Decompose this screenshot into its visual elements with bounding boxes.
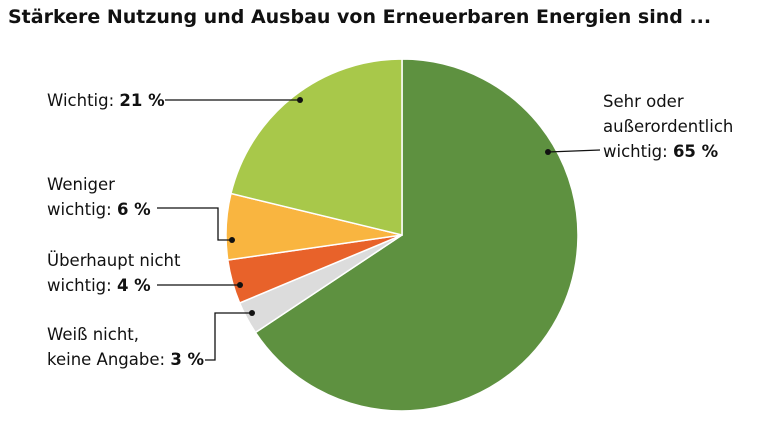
value-label: 21 % [119,91,165,110]
category-label: Sehr oder außerordentlich wichtig: [603,92,734,161]
value-label: 3 % [170,350,205,369]
pie-slice [254,58,579,412]
slice-label: Wichtig: 21 % [47,88,165,113]
leader-line [547,149,601,153]
leader-dot [249,310,255,316]
leader-dot [297,97,303,103]
slice-label: Überhaupt nicht wichtig: 4 % [47,248,180,298]
leader-line [205,312,252,361]
value-label: 4 % [116,276,151,295]
slice-label: Weiß nicht, keine Angabe: 3 % [47,322,204,372]
category-label: Wichtig: [47,91,115,110]
category-label: Überhaupt nicht wichtig: [47,251,181,295]
leader-dot [237,282,243,288]
slice-label: Sehr oder außerordentlich wichtig: 65 % [603,89,733,164]
leader-dots [229,97,551,316]
leader-line [157,207,232,241]
pie-slice [230,58,403,236]
value-label: 6 % [116,200,151,219]
category-label: Weiß nicht, keine Angabe: [47,325,166,369]
leader-dot [229,237,235,243]
value-label: 65 % [672,142,719,161]
leader-dot [545,149,551,155]
category-label: Weniger wichtig: [47,175,115,219]
chart-title: Stärkere Nutzung und Ausbau von Erneuerb… [8,6,712,28]
slice-label: Weniger wichtig: 6 % [47,172,151,222]
leader-lines [157,99,601,361]
